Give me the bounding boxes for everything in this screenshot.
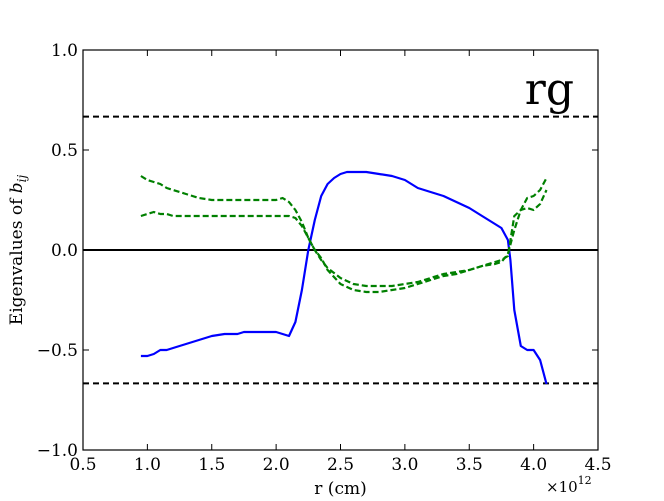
- reference-lines: [83, 115, 598, 385]
- x-tick-label: 2.0: [263, 455, 290, 475]
- y-tick-label: 1.0: [51, 41, 78, 61]
- x-axis-multiplier: ×1012: [546, 474, 592, 496]
- x-tick-label: 1.5: [198, 455, 225, 475]
- y-axis-label-prefix: Eigenvalues of: [7, 193, 27, 325]
- x-tick-label: 2.5: [327, 455, 354, 475]
- x-axis-multiplier-exponent: 12: [578, 474, 592, 487]
- plot-annotation: rg: [525, 64, 574, 115]
- series-line-0: [140, 170, 548, 385]
- y-axis-label: Eigenvalues of bij: [7, 175, 29, 326]
- y-tick-label: 0.5: [51, 141, 78, 161]
- x-tick-label: 3.5: [456, 455, 483, 475]
- series-layer: [140, 170, 548, 385]
- y-tick-label: −1.0: [37, 441, 78, 461]
- series-line-2: [140, 189, 548, 294]
- x-axis-multiplier-base: ×10: [546, 478, 578, 496]
- y-tick-label: 0.0: [51, 241, 78, 261]
- y-tick-label: −0.5: [37, 341, 78, 361]
- x-tick-label: 4.5: [584, 455, 611, 475]
- x-axis-label: r (cm): [314, 479, 366, 499]
- y-axis-label-math-sub: ij: [15, 175, 29, 183]
- axis-tick-labels: 0.5 1.0 1.5 2.0 2.5 3.0 3.5 4.0 4.5 −1.0 −0.5 0.0 0.…: [37, 41, 612, 475]
- x-tick-label: 0.5: [69, 455, 96, 475]
- x-tick-label: 3.0: [391, 455, 418, 475]
- y-axis-label-math-base: b: [7, 182, 27, 193]
- axis-ticks: [82, 49, 599, 451]
- series-line-1: [140, 175, 548, 288]
- x-tick-label: 1.0: [134, 455, 161, 475]
- x-tick-label: 4.0: [520, 455, 547, 475]
